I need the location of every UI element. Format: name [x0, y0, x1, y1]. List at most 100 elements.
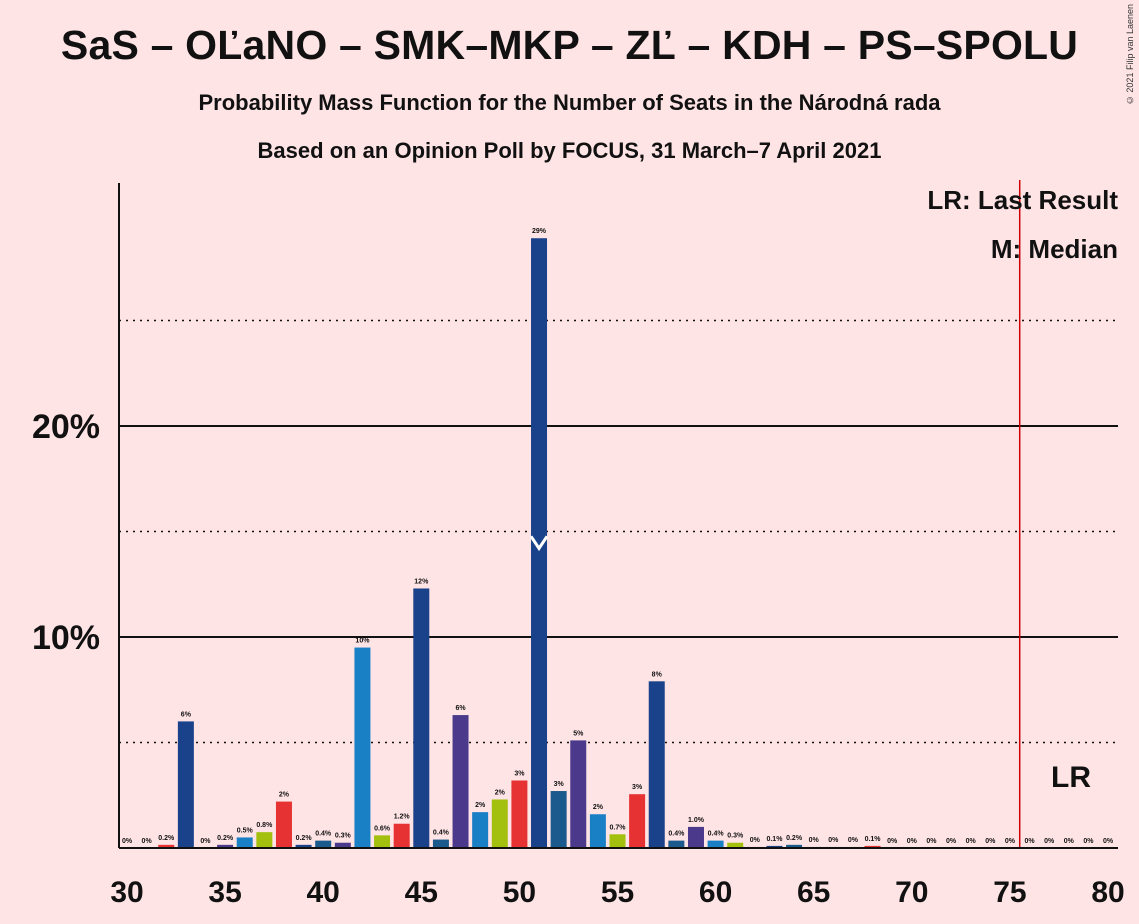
bar-seat-38	[275, 801, 292, 848]
chart-title: SaS – OĽaNO – SMK–MKP – ZĽ – KDH – PS–SP…	[60, 22, 1079, 68]
bar-label-seat-80: 0%	[1103, 838, 1114, 845]
bar-label-seat-64: 0.2%	[786, 835, 803, 842]
bar-label-seat-59: 1.0%	[688, 817, 705, 824]
bar-label-seat-37: 0.8%	[256, 822, 273, 829]
bar-label-seat-76: 0%	[1024, 838, 1035, 845]
bar-label-seat-30: 0%	[122, 838, 133, 845]
bar-label-seat-65: 0%	[809, 837, 820, 844]
x-tick-label-45: 45	[405, 876, 438, 909]
bar-label-seat-51: 29%	[532, 228, 547, 235]
bar-label-seat-67: 0%	[848, 837, 859, 844]
bar-label-seat-70: 0%	[907, 838, 918, 845]
bar-seat-46	[432, 839, 449, 848]
bar-seat-39	[295, 844, 312, 848]
bar-label-seat-77: 0%	[1044, 838, 1055, 845]
bar-seat-52	[550, 791, 567, 848]
bar-seat-53	[570, 740, 587, 848]
bar-seat-32	[158, 844, 175, 848]
bar-label-seat-52: 3%	[554, 781, 565, 788]
bar-label-seat-74: 0%	[985, 838, 996, 845]
bar-seat-42	[354, 647, 371, 848]
bar-label-seat-78: 0%	[1064, 838, 1075, 845]
chart-source-subtitle: Based on an Opinion Poll by FOCUS, 31 Ma…	[257, 138, 882, 163]
y-tick-label-10: 10%	[32, 619, 100, 657]
bar-label-seat-40: 0.4%	[315, 831, 332, 838]
bar-seat-61	[727, 842, 744, 848]
bar-label-seat-39: 0.2%	[296, 835, 313, 842]
bar-seat-43	[374, 835, 391, 848]
bar-seat-35	[217, 844, 234, 848]
bar-label-seat-53: 5%	[573, 730, 584, 737]
bar-seat-44	[393, 823, 410, 848]
bar-seat-37	[256, 832, 273, 848]
bar-label-seat-49: 2%	[495, 789, 506, 796]
bar-seat-64	[786, 844, 803, 848]
median-marker	[529, 535, 549, 552]
bar-label-seat-61: 0.3%	[727, 833, 744, 840]
bar-seat-58	[668, 840, 685, 848]
bar-label-seat-75: 0%	[1005, 838, 1016, 845]
bar-label-seat-46: 0.4%	[433, 830, 450, 837]
bar-seat-33	[177, 721, 194, 848]
bar-label-seat-54: 2%	[593, 804, 604, 811]
chart-subtitle: Probability Mass Function for the Number…	[198, 90, 941, 115]
gridlines	[119, 180, 1118, 848]
bar-label-seat-68: 0.1%	[865, 836, 882, 843]
bar-label-seat-44: 1.2%	[394, 814, 411, 821]
bar-label-seat-73: 0%	[966, 838, 977, 845]
bar-seat-41	[334, 842, 351, 848]
bar-label-seat-72: 0%	[946, 838, 957, 845]
bar-label-seat-42: 10%	[355, 638, 370, 645]
bar-seat-49	[491, 799, 508, 848]
bar-label-seat-43: 0.6%	[374, 825, 391, 832]
bar-label-seat-33: 6%	[181, 711, 192, 718]
x-tick-label-35: 35	[208, 876, 241, 909]
bar-seat-55	[609, 834, 626, 848]
bar-label-seat-63: 0.1%	[766, 836, 783, 843]
bar-label-seat-38: 2%	[279, 792, 290, 799]
bar-label-seat-66: 0%	[828, 837, 839, 844]
x-tick-label-75: 75	[993, 876, 1026, 909]
bar-label-seat-32: 0.2%	[158, 835, 175, 842]
y-tick-label-20: 20%	[32, 408, 100, 446]
bar-seat-60	[707, 840, 724, 848]
bar-label-seat-36: 0.5%	[237, 827, 254, 834]
bar-label-seat-35: 0.2%	[217, 835, 234, 842]
bar-seat-56	[629, 794, 646, 848]
axes: 30 35 40 45 50 55 60 65 70 75 80 10% 20%	[32, 183, 1125, 909]
x-tick-label-70: 70	[895, 876, 928, 909]
x-tick-label-30: 30	[110, 876, 143, 909]
legend-median: M: Median	[991, 234, 1118, 264]
bar-label-seat-62: 0%	[750, 837, 761, 844]
bar-label-seat-55: 0.7%	[610, 824, 627, 831]
bar-label-seat-48: 2%	[475, 802, 486, 809]
bar-label-seat-56: 3%	[632, 784, 643, 791]
bar-seat-36	[236, 837, 253, 848]
x-tick-label-65: 65	[797, 876, 830, 909]
bar-label-seat-47: 6%	[455, 705, 466, 712]
x-tick-label-60: 60	[699, 876, 732, 909]
bar-label-seat-50: 3%	[514, 770, 525, 777]
x-tick-label-50: 50	[503, 876, 536, 909]
bar-seat-47	[452, 715, 469, 848]
bar-seat-51	[531, 238, 548, 848]
bar-seat-45	[413, 588, 430, 848]
bar-seat-68	[864, 845, 881, 848]
bar-label-seat-79: 0%	[1083, 838, 1094, 845]
bar-label-seat-71: 0%	[926, 838, 937, 845]
bar-seat-40	[315, 840, 332, 848]
bar-seat-63	[766, 845, 783, 848]
bar-label-seat-41: 0.3%	[335, 833, 352, 840]
last-result-marker-label: LR	[1051, 761, 1091, 794]
bar-seat-48	[472, 812, 489, 848]
bar-seat-57	[648, 681, 665, 848]
x-tick-label-80: 80	[1091, 876, 1124, 909]
bar-label-seat-60: 0.4%	[708, 831, 725, 838]
bar-label-seat-69: 0%	[887, 838, 898, 845]
x-tick-label-55: 55	[601, 876, 634, 909]
bar-label-seat-57: 8%	[652, 671, 663, 678]
bar-label-seat-58: 0.4%	[668, 831, 685, 838]
x-tick-label-40: 40	[307, 876, 340, 909]
bar-label-seat-31: 0%	[142, 838, 153, 845]
